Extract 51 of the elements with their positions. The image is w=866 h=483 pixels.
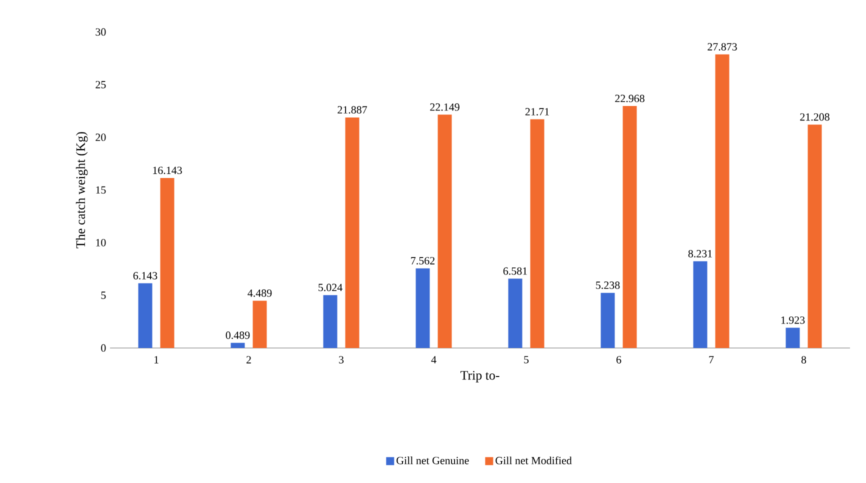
data-label: 27.873: [708, 43, 737, 51]
bar: [323, 295, 338, 348]
y-tick-label: 0: [101, 344, 106, 352]
y-tick-label: 25: [96, 80, 106, 88]
x-tick-label: 5: [524, 356, 529, 364]
bar: [345, 117, 360, 348]
bar: [622, 106, 637, 348]
y-tick-label: 20: [96, 134, 106, 142]
data-label: 4.489: [248, 289, 272, 297]
legend-label: Gill net Modified: [496, 456, 572, 464]
bar: [693, 261, 708, 348]
y-tick-label: 5: [101, 292, 106, 299]
data-label: 8.231: [688, 250, 712, 258]
x-tick-label: 1: [154, 356, 158, 364]
bar: [160, 178, 174, 348]
bar: [600, 292, 615, 348]
bar: [252, 300, 267, 348]
bar: [416, 268, 430, 348]
x-tick-label: 6: [616, 356, 622, 364]
x-tick-label: 2: [246, 356, 251, 364]
y-axis-title: The catch weight (Kg): [76, 132, 88, 248]
data-label: 22.149: [430, 103, 460, 111]
data-label: 5.238: [596, 282, 620, 289]
data-label: 0.489: [226, 332, 250, 339]
x-tick-label: 4: [431, 356, 436, 364]
data-label: 21.71: [525, 108, 549, 116]
bar: [530, 119, 544, 348]
data-label: 21.887: [338, 106, 368, 114]
bar: [715, 54, 730, 348]
y-tick-label: 10: [96, 238, 106, 246]
bar: [808, 124, 822, 348]
bar: [138, 283, 152, 348]
x-tick-label: 8: [801, 356, 806, 364]
data-label: 7.562: [411, 257, 434, 264]
bar: [230, 342, 245, 348]
data-label: 6.581: [503, 267, 527, 275]
data-label: 22.968: [615, 94, 644, 102]
x-tick-label: 7: [709, 356, 714, 364]
x-tick-label: 3: [339, 356, 344, 364]
legend-label: Gill net Genuine: [396, 456, 469, 464]
y-tick-label: 15: [96, 186, 106, 194]
bar: [508, 278, 522, 348]
y-tick-label: 30: [96, 28, 106, 36]
data-label: 21.208: [800, 113, 830, 121]
x-axis-title: Trip to-: [460, 370, 500, 382]
data-label: 6.143: [133, 272, 158, 280]
bar: [438, 114, 452, 348]
data-label: 16.143: [153, 166, 182, 174]
data-label: 5.024: [318, 284, 342, 292]
bar: [786, 328, 800, 348]
data-label: 1.923: [781, 316, 805, 324]
